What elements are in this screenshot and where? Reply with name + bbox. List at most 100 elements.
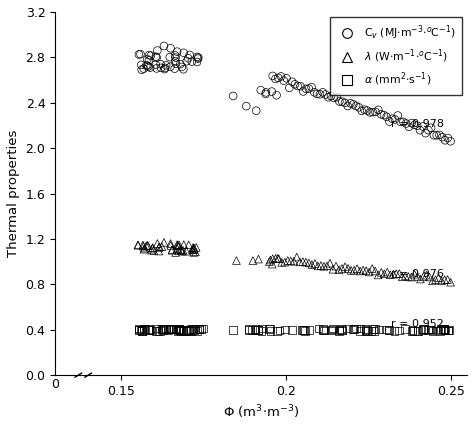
Point bbox=[157, 65, 165, 71]
Point bbox=[397, 119, 404, 125]
Point bbox=[346, 100, 354, 107]
Point bbox=[142, 326, 149, 333]
Point bbox=[178, 248, 186, 255]
Point bbox=[164, 327, 172, 334]
Point bbox=[337, 325, 345, 332]
Point bbox=[255, 256, 262, 262]
Point bbox=[441, 327, 448, 334]
Point bbox=[161, 325, 169, 332]
Point bbox=[388, 115, 396, 122]
Point bbox=[175, 325, 183, 332]
Point bbox=[442, 327, 449, 333]
Point bbox=[437, 327, 444, 334]
Point bbox=[158, 243, 165, 250]
Point bbox=[352, 102, 360, 109]
Point bbox=[409, 327, 416, 334]
Point bbox=[426, 273, 433, 280]
Point bbox=[408, 120, 415, 127]
Point bbox=[335, 266, 343, 273]
Point bbox=[154, 240, 161, 247]
Point bbox=[183, 58, 191, 65]
Point bbox=[377, 111, 385, 118]
Point bbox=[141, 245, 148, 252]
Point bbox=[180, 241, 188, 248]
Point bbox=[383, 269, 391, 276]
Point bbox=[444, 134, 452, 141]
Point bbox=[197, 326, 205, 333]
Point bbox=[311, 260, 319, 267]
Point bbox=[199, 325, 207, 332]
Point bbox=[444, 327, 452, 334]
Point bbox=[380, 112, 388, 119]
Point bbox=[175, 327, 182, 334]
Point bbox=[180, 49, 188, 56]
Point bbox=[158, 326, 166, 333]
Point bbox=[410, 122, 418, 128]
Point bbox=[155, 327, 163, 334]
Point bbox=[180, 66, 187, 73]
Point bbox=[288, 78, 296, 85]
Point bbox=[371, 328, 378, 335]
Point bbox=[297, 83, 304, 89]
Point bbox=[368, 327, 375, 334]
Point bbox=[173, 325, 180, 332]
Point bbox=[341, 99, 349, 106]
Point bbox=[190, 327, 198, 333]
Point bbox=[184, 55, 192, 62]
Point bbox=[185, 241, 192, 248]
Point bbox=[160, 239, 168, 246]
Point bbox=[176, 327, 184, 334]
Point bbox=[428, 327, 436, 334]
Point bbox=[332, 263, 340, 270]
Point bbox=[299, 258, 307, 265]
Point bbox=[390, 271, 397, 278]
Point bbox=[428, 277, 436, 284]
Point bbox=[302, 85, 310, 92]
Point bbox=[194, 55, 202, 62]
Point bbox=[372, 268, 379, 274]
X-axis label: $\Phi$ (m$^3$$\cdot$m$^{-3}$): $\Phi$ (m$^3$$\cdot$m$^{-3}$) bbox=[223, 404, 299, 421]
Point bbox=[401, 273, 409, 279]
Point bbox=[243, 103, 250, 110]
Point bbox=[265, 258, 273, 265]
Point bbox=[193, 54, 201, 60]
Point bbox=[316, 91, 324, 98]
Point bbox=[274, 255, 282, 262]
Point bbox=[359, 267, 367, 273]
Point bbox=[140, 243, 147, 250]
Point bbox=[353, 265, 361, 272]
Point bbox=[344, 265, 352, 272]
Point bbox=[135, 327, 143, 333]
Point bbox=[138, 327, 146, 334]
Point bbox=[148, 247, 155, 253]
Point bbox=[283, 75, 291, 82]
Point bbox=[329, 325, 337, 332]
Point bbox=[182, 327, 190, 334]
Point bbox=[343, 325, 351, 332]
Point bbox=[145, 57, 153, 64]
Point bbox=[433, 327, 441, 334]
Point bbox=[189, 246, 196, 253]
Point bbox=[447, 279, 455, 285]
Point bbox=[190, 326, 197, 333]
Point bbox=[428, 125, 435, 131]
Point bbox=[299, 327, 307, 333]
Point bbox=[356, 325, 364, 332]
Point bbox=[278, 259, 285, 266]
Point bbox=[336, 327, 343, 334]
Point bbox=[290, 258, 298, 265]
Point bbox=[252, 327, 259, 333]
Point bbox=[178, 63, 186, 70]
Point bbox=[143, 62, 150, 69]
Point bbox=[439, 326, 447, 333]
Point bbox=[173, 245, 181, 252]
Point bbox=[440, 326, 448, 333]
Point bbox=[362, 327, 369, 333]
Point bbox=[420, 326, 428, 333]
Point bbox=[171, 52, 179, 59]
Point bbox=[229, 326, 237, 333]
Point bbox=[177, 328, 185, 335]
Point bbox=[179, 327, 186, 333]
Point bbox=[422, 130, 429, 137]
Point bbox=[338, 327, 346, 334]
